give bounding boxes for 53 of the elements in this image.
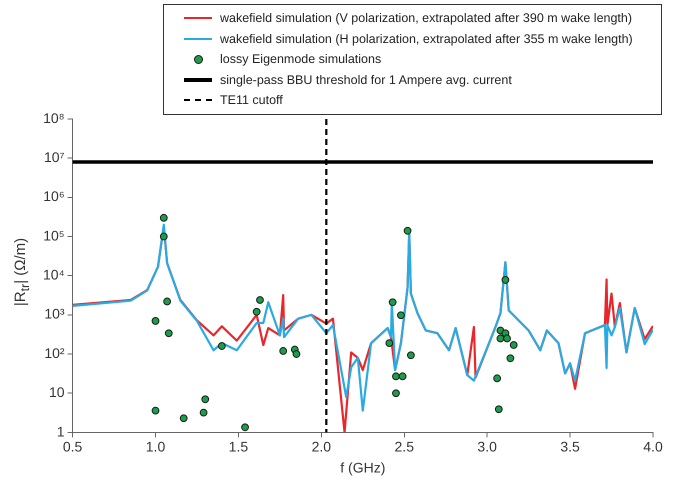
point xyxy=(201,395,210,404)
point xyxy=(503,334,511,342)
x-tick-label: 2.5 xyxy=(394,438,414,455)
y-tick-label: 10² xyxy=(44,344,65,361)
point xyxy=(397,311,405,320)
point xyxy=(279,347,288,355)
x-tick-label: 4.0 xyxy=(643,438,663,455)
legend-label: wakefield simulation (H polarization, extrapolated after 355 m wake length) xyxy=(220,32,633,46)
point xyxy=(506,354,514,362)
x-tick-label: 3.5 xyxy=(560,438,580,455)
x-axis-title: f (GHz) xyxy=(340,459,386,476)
point xyxy=(241,423,249,432)
legend-label: lossy Eigenmode simulations xyxy=(220,52,382,66)
x-tick-label: 2.0 xyxy=(312,438,332,455)
y-tick-label: 10⁸ xyxy=(43,110,65,126)
point xyxy=(502,276,510,284)
y-tick-label: 10³ xyxy=(44,306,65,322)
y-tick-label: 1 xyxy=(56,423,65,440)
legend-label: wakefield simulation (V polarization, extrapolated after 390 m wake length) xyxy=(220,11,632,26)
point xyxy=(163,298,172,306)
y-tick-label: 10⁶ xyxy=(43,188,65,204)
point xyxy=(218,342,226,350)
point xyxy=(398,372,406,380)
point xyxy=(404,226,412,235)
y-tick-label: 10⁵ xyxy=(43,227,65,244)
legend-label: TE11 cutoff xyxy=(220,93,283,108)
point xyxy=(510,341,518,349)
point xyxy=(406,351,415,360)
point xyxy=(493,374,502,382)
x-tick-label: 1.0 xyxy=(146,438,166,455)
point xyxy=(152,317,160,325)
point xyxy=(164,329,173,338)
point xyxy=(496,334,504,342)
y-tick-label: 10⁷ xyxy=(44,149,65,166)
point xyxy=(160,232,168,240)
x-tick-label: 0.5 xyxy=(62,438,83,455)
point xyxy=(388,298,397,306)
point xyxy=(256,296,264,304)
point xyxy=(160,214,168,222)
legend-label: single-pass BBU threshold for 1 Ampere avg. current xyxy=(220,72,512,87)
point xyxy=(252,308,261,316)
x-tick-label: 3.0 xyxy=(477,438,498,455)
point xyxy=(180,414,188,422)
point xyxy=(152,406,160,415)
point xyxy=(494,405,503,414)
point xyxy=(392,389,400,398)
point xyxy=(392,372,400,380)
y-tick-label: 10 xyxy=(49,384,65,400)
point xyxy=(200,408,208,417)
y-tick-label: 10⁴ xyxy=(42,266,65,283)
point xyxy=(292,350,300,358)
x-tick-label: 1.5 xyxy=(228,438,248,455)
point xyxy=(385,339,394,348)
